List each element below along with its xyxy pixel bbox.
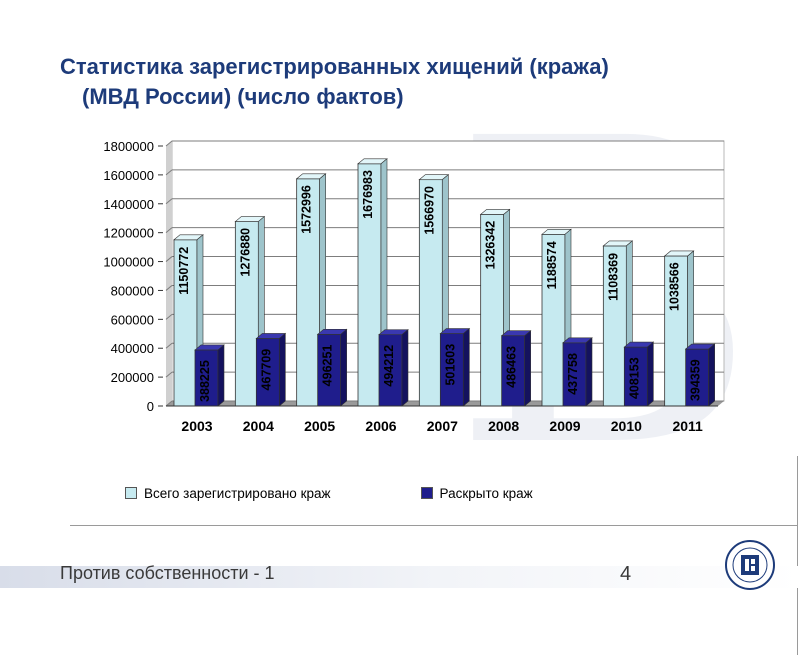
x-tick-label: 2005 bbox=[304, 418, 335, 434]
x-tick-label: 2006 bbox=[365, 418, 396, 434]
slide-title-line1: Статистика зарегистрированных хищений (к… bbox=[60, 54, 609, 79]
data-label-solved: 467709 bbox=[259, 349, 273, 391]
legend-label-solved: Раскрыто краж bbox=[439, 485, 533, 501]
y-gridline-connector bbox=[165, 285, 173, 291]
y-tick-label: 600000 bbox=[111, 312, 154, 327]
bar-solved-side bbox=[217, 344, 225, 407]
data-label-total: 1038566 bbox=[668, 262, 682, 311]
university-seal-icon bbox=[725, 540, 775, 590]
bar-solved-side bbox=[340, 328, 347, 407]
x-tick-label: 2004 bbox=[243, 418, 274, 434]
bar-solved-side bbox=[708, 343, 715, 407]
bar-solved-side bbox=[279, 332, 286, 407]
data-label-solved: 501603 bbox=[443, 344, 457, 386]
chart-frame-border-bottom bbox=[70, 525, 798, 526]
data-label-solved: 437758 bbox=[566, 353, 580, 395]
data-label-total: 1150772 bbox=[177, 247, 191, 295]
x-tick-label: 2010 bbox=[611, 418, 642, 434]
slide-title-line2: (МВД России) (число фактов) bbox=[82, 84, 404, 109]
data-label-solved: 494212 bbox=[382, 345, 396, 387]
legend-item-total: Всего зарегистрировано краж bbox=[125, 486, 331, 501]
y-tick-label: 1400000 bbox=[103, 197, 154, 212]
legend-swatch-total bbox=[125, 487, 137, 499]
y-tick-label: 400000 bbox=[111, 341, 154, 356]
data-label-total: 1326342 bbox=[484, 221, 498, 270]
data-label-solved: 388225 bbox=[198, 360, 212, 402]
data-label-solved: 408153 bbox=[627, 357, 641, 399]
y-tick-label: 1200000 bbox=[103, 226, 154, 241]
y-gridline-connector bbox=[165, 400, 173, 407]
bar-solved-side bbox=[463, 327, 470, 407]
data-label-total: 1566970 bbox=[422, 186, 436, 235]
y-tick-label: 0 bbox=[147, 399, 154, 414]
y-tick-label: 1800000 bbox=[103, 139, 154, 154]
data-label-total: 1188574 bbox=[545, 241, 559, 289]
legend-label-total: Всего зарегистрировано краж bbox=[144, 485, 331, 501]
y-gridline-connector bbox=[165, 342, 173, 349]
y-tick-label: 1000000 bbox=[103, 255, 154, 270]
legend-swatch-solved bbox=[420, 487, 433, 499]
slide-title: Статистика зарегистрированных хищений (к… bbox=[60, 52, 760, 112]
data-label-solved: 486463 bbox=[505, 346, 519, 388]
y-gridline-connector bbox=[165, 198, 173, 205]
page-number: 4 bbox=[620, 563, 632, 585]
y-tick-label: 800000 bbox=[111, 283, 154, 298]
chart-frame-border-right bbox=[797, 456, 798, 655]
y-gridline-connector bbox=[165, 169, 173, 176]
data-label-total: 1108369 bbox=[606, 253, 620, 301]
y-gridline-connector bbox=[165, 140, 173, 147]
chart-legend: Всего зарегистрировано краж Раскрыто кра… bbox=[125, 478, 725, 508]
data-label-total: 1276880 bbox=[238, 228, 252, 277]
footer-band bbox=[0, 566, 800, 588]
x-tick-label: 2011 bbox=[672, 418, 703, 434]
bar-chart: 0 200000 400000 600000 800000 1000000 1200000 1… bbox=[103, 139, 725, 434]
y-gridline-connector bbox=[165, 256, 173, 262]
x-tick-label: 2003 bbox=[181, 418, 212, 434]
y-gridline-connector bbox=[165, 227, 173, 234]
x-tick-label: 2009 bbox=[549, 418, 580, 434]
x-tick-label: 2008 bbox=[488, 418, 519, 434]
data-label-total: 1572996 bbox=[300, 185, 314, 234]
y-gridline-connector bbox=[165, 371, 173, 378]
data-label-total: 1676983 bbox=[361, 170, 375, 219]
y-tick-label: 200000 bbox=[111, 370, 154, 385]
data-label-solved: 394359 bbox=[689, 359, 703, 401]
footer-text: Против собственности - 1 bbox=[60, 563, 275, 583]
bar-solved-side bbox=[524, 330, 531, 407]
data-label-solved: 496251 bbox=[321, 345, 335, 387]
bar-solved-side bbox=[401, 328, 409, 407]
y-gridline-connector bbox=[165, 313, 173, 320]
bar-solved-side bbox=[647, 341, 654, 407]
chart-side-wall bbox=[166, 141, 172, 406]
bar-solved-side bbox=[585, 337, 593, 407]
chart-frame: 0 200000 400000 600000 800000 1000000 1200000 1… bbox=[70, 128, 798, 655]
legend-item-solved: Раскрыто краж bbox=[420, 485, 533, 501]
x-tick-label: 2007 bbox=[427, 418, 458, 434]
y-tick-label: 1600000 bbox=[103, 168, 154, 183]
